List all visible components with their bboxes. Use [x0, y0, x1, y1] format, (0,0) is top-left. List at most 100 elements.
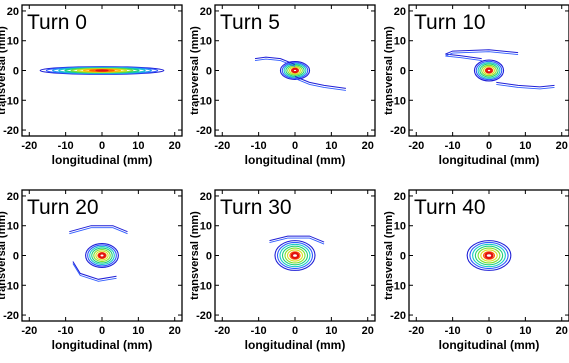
y-tick-label: -10 [196, 95, 212, 107]
y-tick-label: -20 [196, 310, 212, 322]
panel-title: Turn 10 [414, 11, 486, 34]
x-axis-label: longitudinal (mm) [439, 153, 540, 167]
x-tick-label: 10 [132, 325, 144, 337]
x-tick-label: -10 [445, 325, 461, 337]
contour-line [95, 69, 109, 72]
contour-line [482, 66, 496, 75]
x-axis-label: longitudinal (mm) [245, 153, 346, 167]
y-tick-label: -20 [390, 310, 406, 322]
contour-levels [445, 49, 555, 90]
contour-line [474, 245, 504, 266]
y-tick-label: 20 [7, 6, 19, 18]
contour-arm [294, 78, 346, 91]
contour-panel: -20 -10 0 10 20 20 10 0 -10 -20 longitudinal (mm) t… [189, 189, 376, 352]
y-tick-label: 20 [200, 191, 212, 203]
y-tick-label: 20 [7, 191, 19, 203]
contour-line [481, 64, 497, 77]
x-tick-label: 20 [556, 140, 568, 152]
x-tick-label: -20 [214, 140, 230, 152]
x-tick-label: -20 [408, 325, 424, 337]
contour-line [477, 62, 501, 79]
contour-arm [69, 225, 128, 233]
contour-line [93, 248, 111, 263]
contour-line [480, 249, 498, 262]
contour-levels [69, 225, 128, 282]
contour-line [469, 241, 509, 270]
contour-line [274, 240, 316, 271]
y-tick-label: -20 [390, 125, 406, 137]
y-tick-label: 20 [394, 6, 406, 18]
contour-line [99, 253, 105, 258]
y-tick-label: -20 [3, 310, 19, 322]
y-tick-label: 0 [13, 66, 19, 78]
y-axis-label: transversal (mm) [189, 26, 201, 115]
contour-arm [72, 263, 117, 282]
x-axis-label: longitudinal (mm) [52, 338, 153, 352]
x-tick-label: 20 [362, 325, 374, 337]
contour-arm [269, 237, 325, 245]
y-tick-label: -20 [196, 125, 212, 137]
contour-panel: -20 -10 0 10 20 20 10 0 -10 -20 longitudinal (mm) t… [0, 4, 183, 167]
contour-line [89, 246, 115, 265]
x-axis-label: longitudinal (mm) [52, 153, 153, 167]
x-tick-label: 20 [169, 140, 181, 152]
x-tick-label: 10 [132, 140, 144, 152]
y-tick-label: -10 [196, 280, 212, 292]
x-tick-label: 20 [556, 325, 568, 337]
contour-arm [445, 49, 519, 60]
contour-levels [269, 235, 325, 271]
contour-arm [72, 261, 117, 280]
panel-title: Turn 0 [27, 11, 87, 34]
contour-arm [254, 56, 296, 65]
x-tick-label: -10 [251, 325, 267, 337]
y-tick-label: 10 [7, 36, 19, 48]
x-tick-label: 10 [325, 140, 337, 152]
x-tick-label: 0 [486, 325, 492, 337]
x-tick-label: 0 [99, 325, 105, 337]
panel-title: Turn 40 [414, 196, 486, 219]
contour-core [484, 252, 494, 259]
y-tick-label: -20 [3, 125, 19, 137]
contour-arm [294, 76, 346, 89]
contour-line [85, 243, 119, 268]
x-tick-label: 0 [292, 325, 298, 337]
x-tick-label: 10 [325, 325, 337, 337]
contour-line [281, 245, 309, 266]
contour-line [95, 250, 109, 261]
contour-line [283, 63, 307, 78]
x-tick-label: 0 [99, 140, 105, 152]
contour-core [291, 67, 299, 74]
x-tick-label: -20 [408, 140, 424, 152]
y-axis-label: transversal (mm) [189, 211, 201, 300]
contour-line [281, 62, 309, 79]
contour-line [292, 68, 298, 73]
contour-line [485, 253, 493, 258]
y-tick-label: 0 [400, 66, 406, 78]
contour-line [286, 249, 304, 262]
y-axis-label: transversal (mm) [383, 211, 395, 300]
x-tick-label: 0 [292, 140, 298, 152]
contour-levels [466, 240, 512, 271]
y-tick-label: 10 [394, 221, 406, 233]
contour-line [276, 241, 314, 270]
contour-line [472, 243, 506, 268]
contour-line [288, 66, 302, 75]
contour-arm [269, 235, 325, 243]
x-axis-label: longitudinal (mm) [245, 338, 346, 352]
contour-core [98, 252, 106, 259]
contour-line [479, 63, 499, 78]
contour-line [91, 247, 113, 264]
contour-line [279, 243, 311, 268]
y-tick-label: -10 [390, 95, 406, 107]
x-tick-label: 10 [519, 140, 531, 152]
y-axis-label: transversal (mm) [383, 26, 395, 115]
x-tick-label: -10 [445, 140, 461, 152]
contour-core [290, 252, 300, 259]
panel-title: Turn 20 [27, 196, 99, 219]
contour-panel: -20 -10 0 10 20 20 10 0 -10 -20 longitudinal (mm) t… [189, 4, 376, 167]
y-tick-label: -10 [3, 280, 19, 292]
x-tick-label: 20 [362, 140, 374, 152]
panel-title: Turn 5 [220, 11, 280, 34]
contour-core [485, 67, 493, 74]
